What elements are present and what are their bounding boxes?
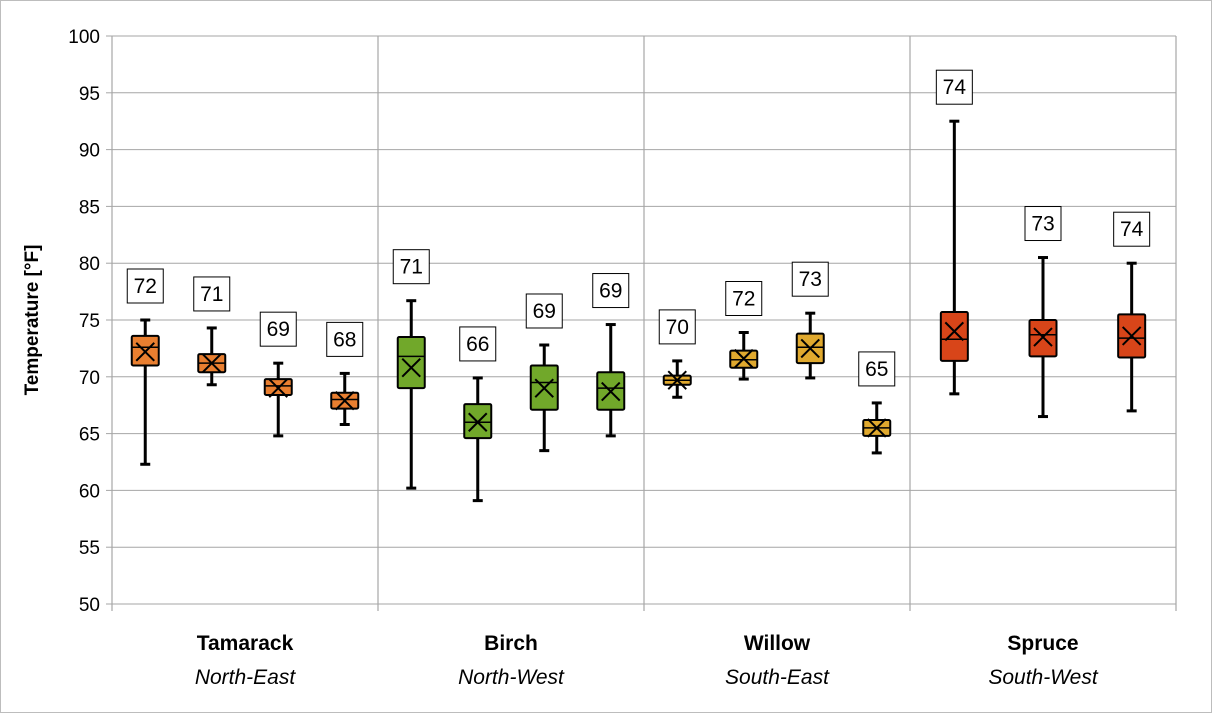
- mean-marker: [135, 342, 155, 362]
- mean-marker: [944, 321, 965, 342]
- y-tick-label: 60: [79, 481, 100, 502]
- y-tick-label: 55: [79, 538, 100, 559]
- y-tick-label: 50: [79, 595, 100, 616]
- box-plot-birch-1: 71: [392, 249, 430, 490]
- mean-marker: [601, 381, 621, 402]
- group-label: Willow: [744, 632, 811, 655]
- y-tick-label: 70: [79, 368, 100, 389]
- group-label: Tamarack: [197, 632, 294, 655]
- group-direction: South-East: [725, 666, 830, 689]
- y-tick-label: 75: [79, 311, 100, 332]
- mean-label: 69: [599, 280, 622, 303]
- mean-label: 71: [200, 283, 223, 306]
- y-tick-label: 100: [68, 27, 100, 48]
- box-plot-birch-3: 69: [525, 293, 563, 453]
- box-series: 72 71 69 68 71 66 69 69 70 72 73 65 74 73 74: [126, 69, 1151, 503]
- mean-marker: [534, 378, 554, 398]
- mean-label-box: [592, 273, 630, 309]
- box-plot-spruce-3: 74: [1113, 211, 1151, 413]
- y-axis-ticks: 50 55 60 65 70 75 80 85 90 95 100: [68, 27, 100, 616]
- mean-label: 74: [943, 76, 967, 99]
- group-separators: [111, 36, 1177, 611]
- mean-label-box: [791, 261, 829, 297]
- box-plot-spruce-2: 73: [1024, 206, 1062, 419]
- box-plot-willow-2: 72: [725, 280, 763, 381]
- mean-marker: [401, 358, 421, 378]
- mean-label: 68: [333, 328, 356, 351]
- y-tick-label: 80: [79, 254, 100, 275]
- y-tick-label: 90: [79, 141, 100, 162]
- box-iqr: [939, 311, 969, 362]
- mean-marker: [268, 378, 288, 398]
- box-plot-willow-4: 65: [858, 351, 896, 455]
- mean-label-box: [858, 351, 896, 387]
- mean-label-box: [459, 326, 497, 362]
- mean-label-box: [935, 69, 973, 105]
- mean-label-box: [525, 293, 563, 329]
- mean-marker: [335, 390, 355, 411]
- mean-label-box: [259, 311, 297, 347]
- mean-label: 65: [865, 358, 888, 381]
- box-plot-tamarack-2: 71: [193, 276, 231, 387]
- box-plot-birch-2: 66: [459, 326, 497, 503]
- box-plot-willow-3: 73: [791, 261, 829, 380]
- group-direction: North-East: [195, 666, 297, 689]
- mean-marker: [1033, 327, 1053, 347]
- mean-marker: [202, 353, 222, 373]
- box-plot-tamarack-3: 69: [259, 311, 297, 438]
- y-tick-label: 65: [79, 425, 100, 446]
- mean-label: 69: [267, 318, 290, 341]
- mean-label-box: [725, 280, 763, 316]
- mean-marker: [1121, 326, 1142, 346]
- mean-label-box: [658, 309, 696, 345]
- mean-marker: [867, 418, 887, 438]
- mean-label-box: [126, 268, 164, 304]
- mean-label-box: [326, 321, 364, 357]
- mean-marker: [468, 412, 488, 432]
- mean-label-box: [1024, 206, 1062, 242]
- group-label: Spruce: [1007, 632, 1078, 655]
- box-plot-tamarack-4: 68: [326, 321, 364, 427]
- box-plot-tamarack-1: 72: [126, 268, 164, 466]
- y-tick-label: 85: [79, 197, 100, 218]
- mean-label: 69: [533, 300, 556, 323]
- y-axis-title: Temperature [°F]: [22, 245, 43, 396]
- group-direction: North-West: [458, 666, 565, 689]
- mean-label: 72: [134, 275, 157, 298]
- group-label: Birch: [484, 632, 538, 655]
- box-iqr: [396, 336, 426, 390]
- mean-label-box: [193, 276, 231, 312]
- mean-marker: [800, 338, 820, 359]
- mean-label-box: [392, 249, 430, 285]
- mean-marker: [667, 370, 687, 390]
- group-labels: Tamarack North-East Birch North-West Willow S…: [195, 632, 1099, 689]
- mean-label: 74: [1120, 218, 1144, 241]
- mean-label: 66: [466, 333, 489, 356]
- mean-marker: [734, 348, 754, 369]
- mean-label: 72: [732, 287, 755, 310]
- mean-label: 71: [400, 256, 423, 279]
- mean-label: 70: [666, 316, 689, 339]
- box-plot-spruce-1: 74: [935, 69, 973, 396]
- box-plot-willow-1: 70: [658, 309, 696, 399]
- mean-label-box: [1113, 211, 1151, 247]
- box-plot-birch-4: 69: [592, 273, 630, 438]
- group-direction: South-West: [988, 666, 1098, 689]
- y-tick-label: 95: [79, 84, 100, 105]
- mean-label: 73: [799, 268, 822, 291]
- mean-label: 73: [1031, 213, 1054, 236]
